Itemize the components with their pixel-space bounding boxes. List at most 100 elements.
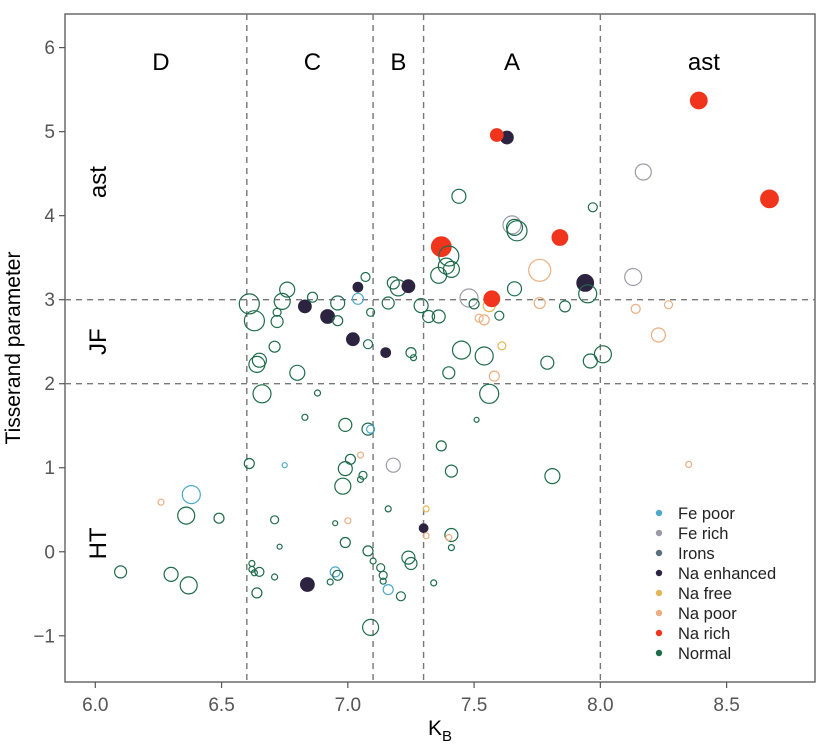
legend-label-na-free: Na free <box>678 585 732 603</box>
column-label-ast: ast <box>688 49 720 76</box>
point-na-poor-129 <box>650 327 667 343</box>
y-tick-label--1: −1 <box>33 626 55 647</box>
legend-marker-fe-rich <box>655 529 663 537</box>
point-fe-rich-128 <box>634 163 652 181</box>
column-label-d: D <box>152 49 169 76</box>
point-na-poor-30 <box>356 451 365 459</box>
legend-marker-irons <box>655 549 663 557</box>
point-normal-59 <box>238 293 260 315</box>
point-normal-35 <box>362 545 374 557</box>
point-fe-poor-34 <box>366 424 376 434</box>
point-na-rich-119 <box>551 229 569 246</box>
point-normal-80 <box>366 307 376 317</box>
column-label-c: C <box>304 49 321 76</box>
point-normal-1 <box>163 566 179 583</box>
point-na-enhanced-85 <box>401 279 416 294</box>
legend-label-normal: Normal <box>678 645 731 663</box>
point-normal-83 <box>386 276 400 290</box>
data-points <box>113 91 779 637</box>
y-tick-label-3: 3 <box>44 290 55 311</box>
row-label-ht: HT <box>85 527 112 559</box>
point-normal-18 <box>301 413 309 421</box>
point-na-rich-131 <box>689 91 708 110</box>
row-label-jf: JF <box>85 328 112 355</box>
point-normal-8 <box>248 559 256 568</box>
point-normal-78 <box>360 271 371 283</box>
y-tick-label-2: 2 <box>44 374 55 395</box>
point-normal-56 <box>473 416 480 423</box>
y-tick-label-5: 5 <box>44 122 55 143</box>
point-na-rich-92 <box>430 236 452 258</box>
point-na-rich-106 <box>483 290 501 308</box>
column-label-b: B <box>390 49 406 76</box>
legend-label-fe-poor: Fe poor <box>678 505 735 523</box>
point-normal-87 <box>409 354 418 362</box>
point-normal-61 <box>248 355 266 373</box>
point-normal-125 <box>593 345 613 364</box>
region-dividers <box>65 14 815 682</box>
point-normal-60 <box>243 310 265 332</box>
legend-label-na-enhanced: Na enhanced <box>678 565 776 583</box>
point-na-enhanced-17 <box>299 577 315 592</box>
y-axis: −1 0 1 2 3 4 5 6 <box>33 38 65 647</box>
point-normal-24 <box>339 536 351 549</box>
x-tick-label-6-0: 6.0 <box>82 695 108 716</box>
point-normal-38 <box>376 563 386 573</box>
point-normal-73 <box>330 295 346 311</box>
legend-marker-na-enhanced <box>655 569 663 577</box>
point-normal-89 <box>422 309 436 324</box>
point-normal-36 <box>362 618 380 637</box>
point-normal-23 <box>332 520 339 527</box>
legend-marker-fe-poor <box>655 509 663 517</box>
point-normal-120 <box>558 300 572 313</box>
point-fe-poor-41 <box>382 583 394 596</box>
point-normal-39 <box>378 570 388 580</box>
x-axis-title-subscript: B <box>442 728 452 745</box>
point-na-free-48 <box>422 505 430 513</box>
point-na-poor-6 <box>157 498 165 506</box>
point-normal-102 <box>474 346 494 366</box>
point-normal-25 <box>334 477 352 495</box>
point-na-enhanced-121 <box>576 273 595 292</box>
y-tick-label-0: 0 <box>44 542 55 563</box>
point-normal-11 <box>254 566 265 578</box>
x-axis-title: KB <box>428 717 452 745</box>
point-na-poor-103 <box>478 314 490 326</box>
legend-label-na-poor: Na poor <box>678 605 737 623</box>
point-normal-14 <box>270 515 280 525</box>
point-normal-93 <box>437 257 455 275</box>
point-normal-114 <box>505 218 524 236</box>
point-fe-rich-112 <box>502 215 522 235</box>
point-normal-105 <box>479 383 500 404</box>
point-na-poor-29 <box>344 517 352 525</box>
point-normal-19 <box>313 389 322 397</box>
row-label-ast: ast <box>85 166 112 198</box>
point-normal-71 <box>306 291 319 303</box>
y-tick-label-1: 1 <box>44 458 55 479</box>
point-normal-100 <box>468 298 480 310</box>
point-normal-32 <box>358 470 368 480</box>
point-normal-10 <box>250 569 258 577</box>
point-fe-rich-126 <box>624 267 643 287</box>
x-tick-label-7-5: 7.5 <box>461 695 487 716</box>
point-na-enhanced-75 <box>345 332 360 347</box>
point-normal-94 <box>438 245 460 267</box>
y-axis-title: Tisserand parameter <box>2 252 25 445</box>
point-normal-67 <box>279 281 296 298</box>
point-normal-88 <box>413 298 429 314</box>
x-axis: 6.0 6.5 7.0 7.5 8.0 8.5 <box>82 682 740 716</box>
point-normal-108 <box>494 310 505 321</box>
point-na-free-109 <box>497 341 507 351</box>
point-na-poor-49 <box>422 532 430 540</box>
point-normal-22 <box>332 569 344 581</box>
point-normal-124 <box>587 202 598 213</box>
y-tick-label-4: 4 <box>44 206 55 227</box>
point-normal-3 <box>177 506 196 525</box>
x-axis-title-main: K <box>428 717 442 740</box>
point-normal-15 <box>276 543 283 550</box>
point-na-enhanced-76 <box>352 281 364 293</box>
point-fe-poor-4 <box>181 485 201 505</box>
legend: Fe poor Fe rich Irons Na enhanced Na free Na … <box>655 505 776 663</box>
point-normal-12 <box>251 587 263 599</box>
